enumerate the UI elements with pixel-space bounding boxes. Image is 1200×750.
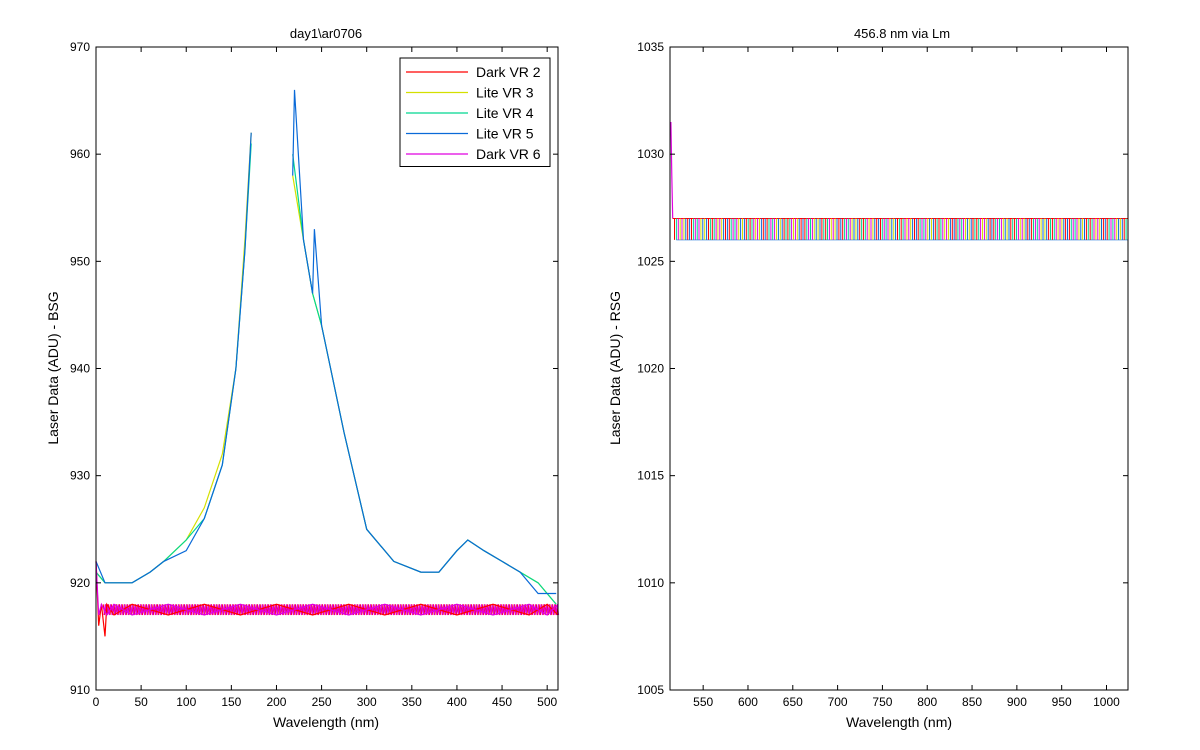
right-x-tick-label: 850 [962,695,982,709]
right-x-axis-label: Wavelength (nm) [846,714,952,730]
right-x-tick-label: 750 [872,695,892,709]
left-y-axis-label: Laser Data (ADU) - BSG [45,291,61,444]
right-chart-title: 456.8 nm via Lm [854,26,950,41]
right-y-tick-label: 1005 [637,683,664,697]
left-y-tick-label: 960 [70,147,90,161]
left-x-tick-label: 0 [93,695,100,709]
right-y-tick-label: 1020 [637,362,664,376]
left-x-tick-label: 400 [447,695,467,709]
left-y-ticks: 910 920 930 940 950 960 970 [70,40,558,697]
left-y-tick-label: 940 [70,362,90,376]
series-line-lite-vr-3 [95,132,557,605]
dark-noise-vr6 [103,604,560,616]
dark-noise-band [102,604,560,616]
right-plot-area [670,121,1128,241]
right-y-tick-label: 1010 [637,576,664,590]
left-x-tick-label: 200 [266,695,286,709]
left-y-tick-label: 910 [70,683,90,697]
right-y-axis-label: Laser Data (ADU) - RSG [607,291,623,445]
rsg-start-spike [670,121,674,219]
right-axes: 456.8 nm via Lm 550 600 650 700 750 800 850 900… [607,26,1129,730]
left-x-tick-label: 350 [402,695,422,709]
series-line-dark-vr-2 [95,561,559,637]
legend-label: Lite VR 3 [476,85,534,101]
left-x-tick-label: 500 [537,695,557,709]
right-y-tick-label: 1035 [637,40,664,54]
left-y-tick-label: 920 [70,576,90,590]
left-x-tick-label: 50 [134,695,148,709]
left-x-ticks: 0 50 100 150 200 250 300 350 400 450 500 [93,47,558,709]
right-x-tick-label: 800 [917,695,937,709]
dark-noise-vr2 [102,604,559,616]
right-x-tick-label: 650 [783,695,803,709]
right-x-ticks: 550 600 650 700 750 800 850 900 950 1000 [693,47,1120,709]
legend-label: Lite VR 4 [476,105,534,121]
series-line-lite-vr-5 [95,89,557,595]
right-x-tick-label: 700 [828,695,848,709]
series-line-dark-vr-6 [95,561,559,617]
right-y-tick-label: 1025 [637,254,664,268]
right-x-tick-label: 550 [693,695,713,709]
left-x-tick-label: 300 [357,695,377,709]
legend-label: Dark VR 2 [476,64,541,80]
legend-box [399,57,551,167]
left-x-axis-label: Wavelength (nm) [273,714,379,730]
right-x-tick-label: 900 [1007,695,1027,709]
left-plot-area [95,89,560,637]
left-x-tick-label: 250 [312,695,332,709]
right-axes-box [669,46,1129,691]
left-x-tick-label: 450 [492,695,512,709]
left-y-tick-label: 950 [70,254,90,268]
left-x-tick-label: 150 [221,695,241,709]
series-line-lite-vr-4 [95,143,557,605]
left-y-tick-label: 930 [70,469,90,483]
right-y-ticks: 1005 1010 1015 1020 1025 1030 1035 [637,40,1128,697]
left-axes: day1\ar0706 0 50 100 150 200 250 300 350 400 450 5… [45,26,560,730]
legend-label: Lite VR 5 [476,126,534,142]
left-x-tick-label: 100 [176,695,196,709]
left-y-tick-label: 970 [70,40,90,54]
legend-label: Dark VR 6 [476,146,541,162]
right-y-tick-label: 1030 [637,147,664,161]
right-y-tick-label: 1015 [637,469,664,483]
right-x-tick-label: 1000 [1093,695,1120,709]
left-chart-title: day1\ar0706 [290,26,362,41]
right-x-tick-label: 950 [1052,695,1072,709]
rsg-band [670,121,1128,241]
legend: Dark VR 2 Lite VR 3 Lite VR 4 Lite VR 5 Dark… [399,57,551,167]
right-x-tick-label: 600 [738,695,758,709]
